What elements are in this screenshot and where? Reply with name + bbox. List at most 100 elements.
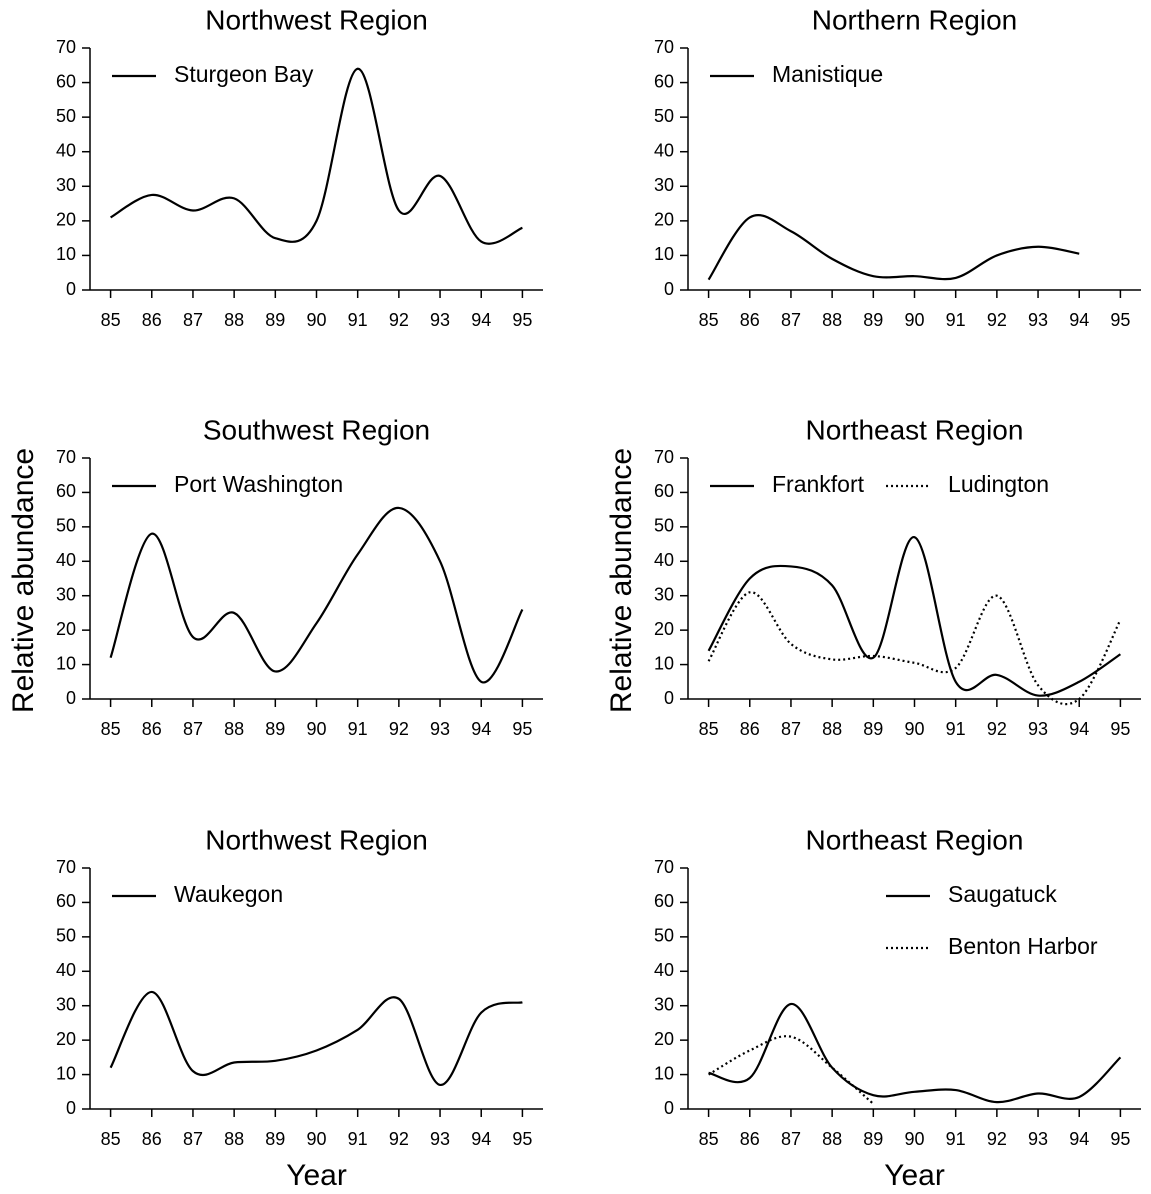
x-tick-label: 87 — [183, 719, 203, 739]
y-tick-label: 0 — [66, 279, 76, 299]
x-tick-label: 90 — [306, 1129, 326, 1149]
y-tick-label: 20 — [654, 210, 674, 230]
y-tick-label: 20 — [56, 210, 76, 230]
series-line — [109, 506, 524, 684]
x-tick-label: 90 — [904, 1129, 924, 1149]
x-tick-label: 88 — [224, 310, 244, 330]
y-tick-label: 60 — [654, 481, 674, 501]
legend-label: Waukegon — [174, 881, 283, 907]
x-tick-label: 86 — [740, 310, 760, 330]
x-tick-label: 88 — [822, 310, 842, 330]
x-tick-label: 90 — [306, 719, 326, 739]
chart-title: Northwest Region — [205, 4, 428, 35]
x-tick-label: 91 — [348, 310, 368, 330]
x-tick-label: 88 — [224, 1129, 244, 1149]
y-tick-label: 70 — [56, 447, 76, 467]
x-tick-label: 92 — [987, 719, 1007, 739]
x-tick-label: 94 — [1069, 719, 1089, 739]
x-tick-label: 91 — [348, 1129, 368, 1149]
x-tick-label: 87 — [781, 310, 801, 330]
legend-label: Frankfort — [772, 471, 865, 497]
y-tick-label: 40 — [56, 140, 76, 160]
y-tick-label: 30 — [654, 584, 674, 604]
x-tick-label: 87 — [781, 1129, 801, 1149]
chart-title: Northwest Region — [205, 824, 428, 855]
series-line — [707, 214, 1080, 281]
x-tick-label: 89 — [265, 1129, 285, 1149]
x-tick-label: 89 — [863, 1129, 883, 1149]
x-tick-label: 90 — [306, 310, 326, 330]
x-tick-label: 93 — [1028, 719, 1048, 739]
x-tick-label: 93 — [1028, 310, 1048, 330]
x-tick-label: 91 — [946, 719, 966, 739]
x-tick-label: 85 — [101, 719, 121, 739]
y-tick-label: 70 — [56, 857, 76, 877]
y-tick-label: 30 — [56, 175, 76, 195]
y-tick-label: 30 — [56, 994, 76, 1014]
y-tick-label: 20 — [56, 1029, 76, 1049]
y-tick-label: 70 — [56, 37, 76, 57]
y-tick-label: 10 — [56, 653, 76, 673]
x-tick-label: 94 — [471, 719, 491, 739]
x-tick-label: 86 — [142, 1129, 162, 1149]
x-tick-label: 93 — [430, 719, 450, 739]
x-tick-label: 86 — [142, 310, 162, 330]
x-tick-label: 94 — [1069, 1129, 1089, 1149]
x-axis-label: Year — [884, 1159, 945, 1192]
legend-label: Sturgeon Bay — [174, 61, 314, 87]
y-tick-label: 10 — [654, 653, 674, 673]
y-tick-label: 10 — [654, 1063, 674, 1083]
x-tick-label: 91 — [946, 1129, 966, 1149]
y-tick-label: 50 — [654, 106, 674, 126]
y-tick-label: 40 — [654, 960, 674, 980]
x-tick-label: 95 — [1110, 1129, 1130, 1149]
x-tick-label: 93 — [430, 1129, 450, 1149]
x-tick-label: 94 — [471, 1129, 491, 1149]
y-tick-label: 50 — [56, 106, 76, 126]
y-tick-label: 60 — [56, 481, 76, 501]
y-axis-label: Relative abundance — [7, 448, 40, 713]
y-tick-label: 20 — [654, 1029, 674, 1049]
x-tick-label: 91 — [348, 719, 368, 739]
y-tick-label: 70 — [654, 447, 674, 467]
y-axis-label: Relative abundance — [605, 448, 638, 713]
x-tick-label: 85 — [699, 719, 719, 739]
y-tick-label: 0 — [664, 1098, 674, 1118]
y-tick-label: 40 — [654, 550, 674, 570]
legend-label: Port Washington — [174, 471, 343, 497]
y-tick-label: 20 — [654, 619, 674, 639]
x-tick-label: 88 — [822, 1129, 842, 1149]
y-tick-label: 50 — [654, 926, 674, 946]
x-tick-label: 87 — [183, 310, 203, 330]
x-tick-label: 85 — [101, 310, 121, 330]
chart-title: Northern Region — [812, 4, 1017, 35]
x-tick-label: 95 — [512, 1129, 532, 1149]
x-tick-label: 89 — [265, 719, 285, 739]
x-tick-label: 91 — [946, 310, 966, 330]
x-tick-label: 87 — [183, 1129, 203, 1149]
y-tick-label: 20 — [56, 619, 76, 639]
x-tick-label: 85 — [699, 1129, 719, 1149]
y-tick-label: 70 — [654, 37, 674, 57]
y-tick-label: 40 — [56, 960, 76, 980]
y-tick-label: 70 — [654, 857, 674, 877]
chart-title: Northeast Region — [806, 824, 1024, 855]
x-tick-label: 86 — [740, 1129, 760, 1149]
series-line — [708, 1035, 875, 1105]
x-tick-label: 89 — [265, 310, 285, 330]
x-tick-label: 90 — [904, 310, 924, 330]
y-tick-label: 60 — [56, 891, 76, 911]
y-tick-label: 30 — [654, 994, 674, 1014]
x-tick-label: 94 — [1069, 310, 1089, 330]
x-tick-label: 93 — [430, 310, 450, 330]
y-tick-label: 0 — [664, 688, 674, 708]
x-axis-label: Year — [286, 1159, 347, 1192]
x-tick-label: 90 — [904, 719, 924, 739]
x-tick-label: 87 — [781, 719, 801, 739]
y-tick-label: 0 — [664, 279, 674, 299]
x-tick-label: 95 — [512, 310, 532, 330]
x-tick-label: 94 — [471, 310, 491, 330]
x-tick-label: 95 — [1110, 719, 1130, 739]
legend-label: Benton Harbor — [948, 933, 1098, 959]
